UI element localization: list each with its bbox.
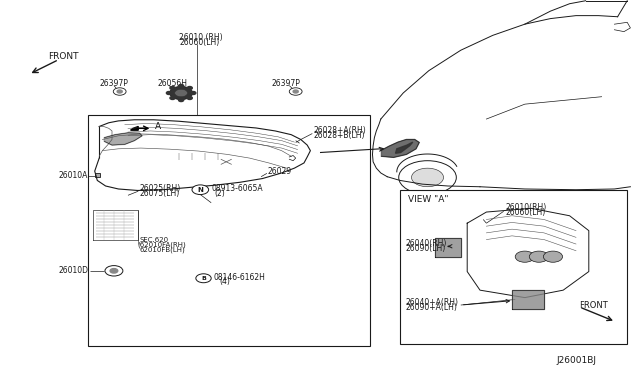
Circle shape (187, 87, 192, 90)
Circle shape (170, 96, 175, 99)
Circle shape (543, 251, 563, 262)
Text: 26028+B(LH): 26028+B(LH) (314, 131, 365, 140)
Text: 26025(RH): 26025(RH) (140, 184, 180, 193)
Text: (2): (2) (214, 189, 225, 198)
Circle shape (179, 99, 184, 102)
Circle shape (117, 90, 122, 93)
Text: 26090+A(LH): 26090+A(LH) (405, 303, 457, 312)
Polygon shape (512, 290, 544, 309)
Text: 08146-6162H: 08146-6162H (214, 273, 266, 282)
Text: 62010FB(LH): 62010FB(LH) (140, 246, 185, 253)
Text: SEC.620: SEC.620 (140, 237, 169, 243)
Text: FRONT: FRONT (48, 52, 79, 61)
Circle shape (529, 251, 548, 262)
Circle shape (412, 168, 444, 187)
Polygon shape (381, 140, 419, 157)
Circle shape (192, 185, 209, 195)
Polygon shape (131, 126, 138, 130)
Text: 26040+A(RH): 26040+A(RH) (405, 298, 458, 307)
Text: 26010(RH): 26010(RH) (506, 203, 547, 212)
Text: 26010A: 26010A (59, 171, 88, 180)
Polygon shape (104, 133, 142, 145)
Circle shape (179, 84, 184, 87)
Text: J26001BJ: J26001BJ (557, 356, 596, 365)
Circle shape (191, 92, 196, 94)
Circle shape (293, 90, 298, 93)
Circle shape (289, 88, 302, 95)
Bar (400, 190, 627, 344)
Circle shape (170, 87, 175, 90)
Circle shape (170, 86, 193, 100)
Circle shape (515, 251, 534, 262)
Circle shape (399, 161, 456, 194)
Text: (4): (4) (219, 278, 230, 286)
Circle shape (187, 96, 192, 99)
Text: 26028+A(RH): 26028+A(RH) (314, 126, 366, 135)
Text: 26397P: 26397P (272, 79, 301, 88)
Circle shape (166, 92, 172, 94)
Bar (88, 115, 370, 346)
Bar (95, 173, 100, 177)
Polygon shape (435, 238, 461, 257)
Circle shape (110, 269, 118, 273)
Circle shape (196, 274, 211, 283)
Text: B: B (201, 276, 206, 281)
Text: N: N (197, 187, 204, 193)
Circle shape (175, 89, 188, 97)
Text: 26029: 26029 (268, 167, 292, 176)
Circle shape (113, 88, 126, 95)
Text: 26010D: 26010D (59, 266, 89, 275)
Text: (62010FA(RH): (62010FA(RH) (138, 241, 186, 248)
Circle shape (105, 266, 123, 276)
Text: 26040(RH): 26040(RH) (405, 239, 447, 248)
Text: A: A (155, 122, 161, 131)
Text: FRONT: FRONT (579, 301, 608, 310)
Text: 26075(LH): 26075(LH) (140, 189, 180, 198)
Text: 26010 (RH): 26010 (RH) (179, 33, 223, 42)
Text: 26056H: 26056H (157, 79, 188, 88)
Text: 26090(LH): 26090(LH) (405, 244, 445, 253)
Text: 08913-6065A: 08913-6065A (211, 184, 263, 193)
Polygon shape (396, 142, 413, 153)
Text: 26060(LH): 26060(LH) (506, 208, 546, 217)
Text: 26060(LH): 26060(LH) (179, 38, 220, 46)
Text: VIEW "A": VIEW "A" (408, 195, 448, 203)
Text: 26397P: 26397P (99, 79, 128, 88)
